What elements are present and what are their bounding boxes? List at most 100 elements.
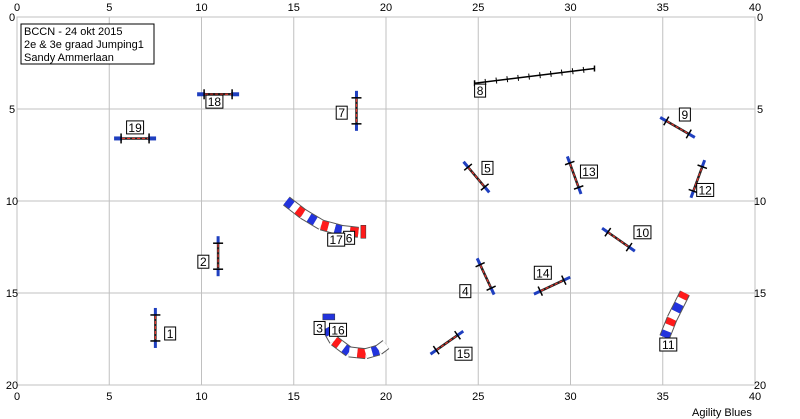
jump-pole-stripes	[540, 280, 564, 292]
obstacle-number-text: 16	[331, 323, 345, 337]
obstacle-number-15: 15	[454, 346, 473, 361]
obstacle-number-text: 15	[457, 347, 471, 361]
jump-10	[601, 226, 636, 253]
jump-stand	[463, 163, 473, 171]
obstacle-number-5: 5	[481, 160, 494, 175]
obstacle-number-box	[533, 265, 552, 280]
y-tick-label-right: 10	[754, 196, 766, 208]
jump-stand	[625, 242, 633, 252]
jump-4	[475, 257, 496, 296]
tunnel-segment	[356, 348, 367, 359]
jump-stand	[564, 160, 575, 166]
tunnel-segment	[348, 347, 358, 358]
x-tick-label-bottom: 25	[472, 391, 484, 403]
obstacle-number-box	[313, 320, 326, 335]
jump-stand	[475, 261, 485, 268]
x-tick-label-top: 20	[380, 2, 392, 14]
obstacle-number-text: 10	[636, 226, 650, 240]
jump-9	[659, 116, 696, 139]
tunnel-11	[659, 290, 690, 340]
y-tick-label-left: 10	[6, 196, 18, 208]
x-tick-label-bottom: 15	[288, 391, 300, 403]
jump-stand	[573, 185, 584, 190]
x-tick-label-bottom: 5	[106, 391, 112, 403]
jump-stand	[663, 116, 670, 126]
y-tick-label-left: 20	[6, 380, 18, 392]
tunnel-segment	[327, 222, 337, 233]
jump-15	[429, 329, 465, 356]
jump-stand	[685, 129, 692, 139]
tunnel-segment	[675, 296, 687, 307]
obstacle-number-box	[474, 83, 487, 98]
jump-stand	[697, 164, 708, 170]
tunnel-segment	[375, 340, 389, 354]
jump-stand	[486, 285, 496, 292]
obstacle-number-box	[327, 232, 346, 247]
y-tick-label-right: 0	[757, 12, 763, 24]
y-tick-label-left: 0	[9, 12, 15, 24]
event-title: BCCN - 24 okt 2015	[24, 26, 122, 38]
obstacle-number-text: 9	[682, 108, 689, 122]
obstacle-number-7: 7	[335, 105, 348, 120]
jump-stand	[561, 275, 567, 285]
obstacle-number-box	[329, 322, 348, 337]
wall-jump-18	[197, 89, 240, 100]
obstacle-number-text: 19	[128, 121, 142, 135]
jump-stand	[604, 227, 612, 237]
obstacle-number-2: 2	[197, 254, 210, 269]
obstacle-number-19: 19	[126, 120, 145, 135]
tunnel-segment	[331, 337, 342, 349]
tunnel-segment	[320, 220, 330, 232]
x-tick-label-bottom: 35	[657, 391, 669, 403]
jump-13	[564, 155, 584, 195]
obstacle-number-box	[126, 120, 145, 135]
jump-pole-stripes	[693, 167, 703, 191]
tunnel-end-cap	[360, 225, 367, 239]
obstacle-number-9: 9	[678, 107, 691, 122]
jump-pole-stripes	[608, 232, 629, 248]
dogwalk-slat	[517, 74, 520, 81]
jump-stand	[537, 286, 544, 296]
dogwalk-slat	[539, 72, 541, 79]
x-tick-label-bottom: 40	[749, 391, 761, 403]
obstacle-number-6: 6	[343, 230, 356, 245]
tunnel-segment	[283, 197, 295, 209]
obstacle-number-text: 18	[208, 95, 222, 109]
x-tick-label-top: 40	[749, 2, 761, 14]
x-tick-label-top: 25	[472, 2, 484, 14]
obstacle-number-14: 14	[533, 265, 552, 280]
y-tick-label-right: 15	[754, 288, 766, 300]
x-tick-label-top: 15	[288, 2, 300, 14]
obstacle-number-text: 11	[662, 338, 675, 352]
dogwalk-slat	[506, 76, 509, 83]
wall-jump-19	[114, 133, 157, 144]
jump-pole-stripes	[666, 120, 689, 134]
tunnel-segment	[671, 302, 684, 314]
obstacle-number-3: 3	[313, 320, 326, 335]
obstacle-number-text: 4	[462, 285, 469, 299]
dogwalk-slat	[495, 77, 498, 84]
judge-name: Sandy Ammerlaan	[24, 52, 114, 64]
tunnel-segment	[312, 217, 324, 229]
obstacle-number-8: 8	[474, 83, 487, 98]
tunnel-segment	[662, 323, 674, 333]
tunnel-segment	[667, 309, 680, 321]
x-tick-label-bottom: 0	[14, 391, 20, 403]
tunnel-segment	[364, 347, 374, 359]
jump-7	[351, 90, 362, 131]
obstacle-number-text: 7	[338, 106, 345, 120]
tunnel-start-cap	[322, 313, 336, 321]
jump-stand	[480, 183, 490, 191]
obstacle-number-box	[459, 284, 472, 299]
x-tick-label-top: 10	[195, 2, 207, 14]
obstacle-number-box	[481, 160, 494, 175]
obstacle-number-11: 11	[659, 337, 678, 352]
obstacle-number-text: 1	[167, 327, 174, 341]
obstacle-number-box	[205, 94, 224, 109]
tunnel-segment	[294, 206, 306, 218]
jump-2	[213, 236, 224, 277]
jump-1	[150, 307, 161, 348]
